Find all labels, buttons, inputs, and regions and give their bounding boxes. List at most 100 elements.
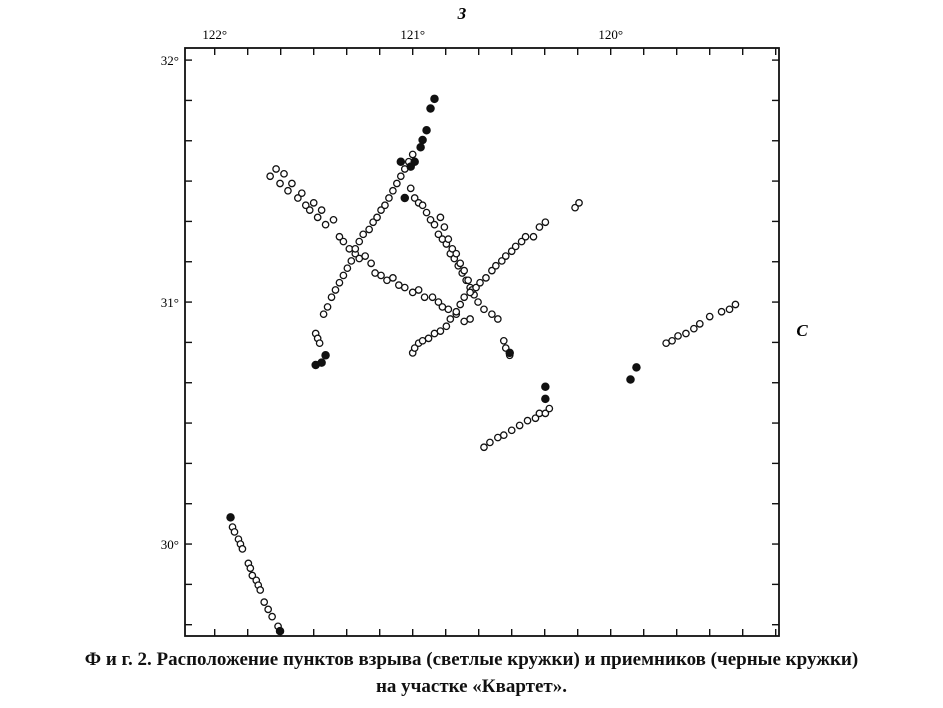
receiver-point [418,135,427,145]
shot-point [317,206,326,214]
shot-point [440,223,449,231]
shot-point [369,218,377,227]
shot-point [284,186,292,195]
shot-point [280,169,288,178]
shot-point [456,259,465,268]
shot-point [319,310,328,319]
shot-point [466,288,474,297]
shot-point [365,225,373,234]
shot-point [266,172,274,181]
receiver-point [410,157,419,166]
shot-point [406,184,415,193]
shot-point [377,206,385,214]
shot-point [501,252,510,260]
receiver-point [541,382,550,392]
shot-point [499,336,508,345]
shot-point [446,315,455,323]
shot-point [492,261,500,270]
x-axis-label: З [457,4,467,23]
shot-point [264,605,273,614]
shot-point [393,179,401,188]
shot-point [535,223,544,231]
shot-point [436,213,445,222]
receiver-point [275,626,285,636]
shot-point [230,528,239,536]
receiver-point [632,363,641,372]
shot-point [418,201,427,210]
shot-point [499,431,508,440]
shot-point [426,215,435,224]
shot-point [521,232,530,241]
shot-point [529,232,538,241]
shot-point [377,271,385,280]
shot-point [335,232,344,241]
shot-point [385,194,393,202]
shot-point [321,220,330,229]
shot-point [313,213,322,222]
shot-point [705,312,714,321]
shot-point [717,307,726,316]
shot-point [339,237,348,246]
shot-point [674,332,682,340]
shot-point [331,286,340,294]
receiver-point [400,193,410,203]
receiver-point [317,358,326,367]
shot-point [515,421,524,430]
shot-point [420,293,429,302]
shot-point [347,257,356,265]
shot-point [339,271,348,280]
receiver-point [541,394,550,404]
shot-point [400,283,409,292]
shot-point [488,266,496,275]
y-axis-label: С [796,321,808,340]
shot-point [430,220,439,229]
shot-point [460,266,469,275]
shot-point [531,414,540,423]
shot-point [389,274,397,282]
y-tick-label: 30° [161,537,179,552]
shot-point [690,324,698,333]
shot-point [288,179,296,188]
receiver-point [505,348,514,358]
shot-point [410,194,419,202]
shot-point [575,199,583,207]
receiver-point [226,513,235,522]
shot-point [410,344,419,352]
shot-point [517,237,526,246]
shot-point [422,208,431,217]
shot-point [323,303,332,311]
tick-labels: 122° 121° 120° 32° 31° 30° [161,27,623,552]
receiver-point [321,351,330,360]
receiver-point [396,157,406,166]
shot-point [444,305,453,314]
shot-point [355,237,364,246]
shot-point [523,416,532,425]
shot-point [488,310,496,319]
shot-point [301,201,310,210]
shot-point [511,242,520,251]
shot-point [373,213,381,222]
x-tick-label: 122° [202,27,227,42]
tick-marks [185,48,779,636]
receiver-point [422,126,431,135]
shot-point [541,218,550,227]
shot-point [507,426,516,435]
shot-point [381,201,389,210]
receiver-point [430,94,439,104]
shot-point [456,300,465,309]
receiver-point [426,104,435,113]
shot-point [396,172,405,181]
shot-point [248,571,257,580]
shot-point [444,235,453,244]
shot-point [246,564,255,573]
shot-point [359,230,368,239]
figure-caption-line-1: Ф и г. 2. Расположение пунктов взрыва (с… [84,649,859,670]
x-tick-label: 121° [400,27,425,42]
y-tick-label: 31° [161,295,179,310]
shot-point [329,215,338,224]
plot-frame [184,47,780,637]
shot-point [466,315,474,323]
shot-point [272,165,280,173]
shot-point [315,339,324,348]
